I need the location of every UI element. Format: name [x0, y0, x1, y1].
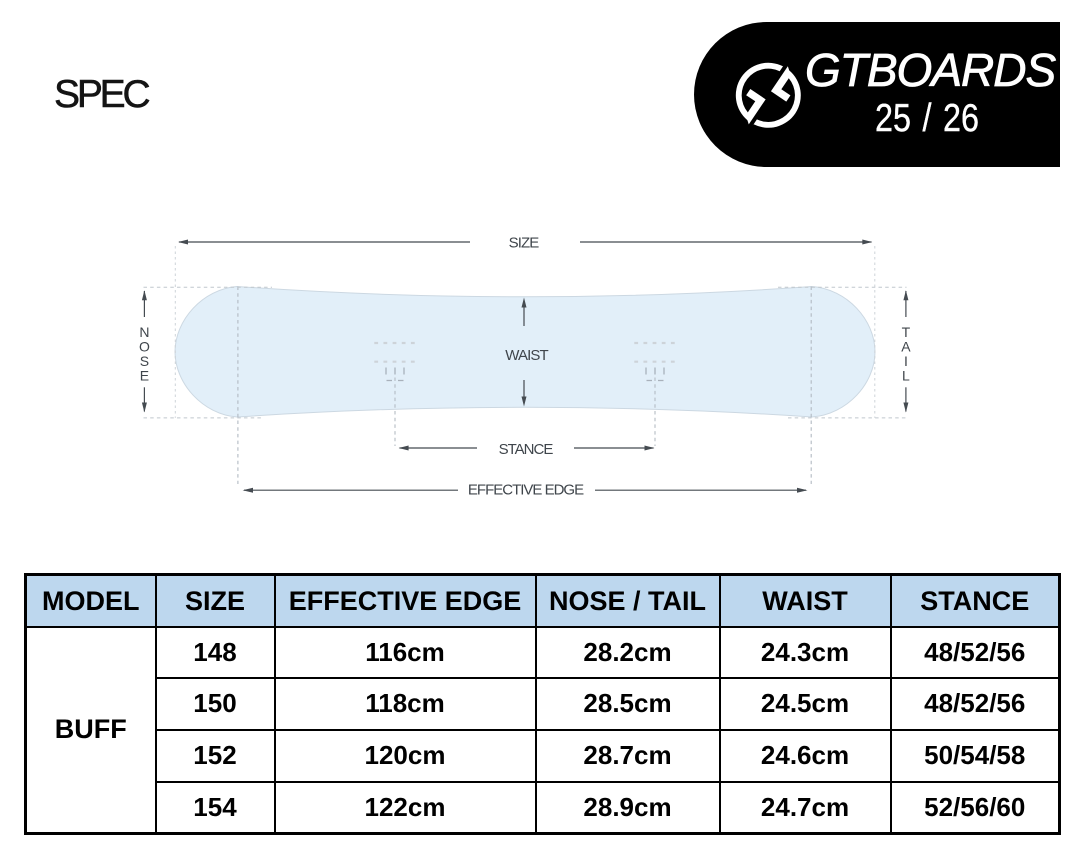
svg-text:EFFECTIVE EDGE: EFFECTIVE EDGE	[468, 481, 584, 498]
svg-text:T: T	[902, 324, 911, 340]
svg-text:STANCE: STANCE	[499, 441, 554, 458]
svg-text:I: I	[904, 353, 908, 369]
svg-text:O: O	[139, 339, 150, 355]
svg-text:L: L	[902, 368, 910, 384]
svg-text:A: A	[901, 339, 911, 355]
svg-text:WAIST: WAIST	[505, 347, 548, 364]
svg-text:E: E	[140, 368, 149, 384]
svg-text:N: N	[139, 324, 149, 340]
svg-text:S: S	[140, 353, 149, 369]
svg-text:SIZE: SIZE	[509, 234, 540, 251]
